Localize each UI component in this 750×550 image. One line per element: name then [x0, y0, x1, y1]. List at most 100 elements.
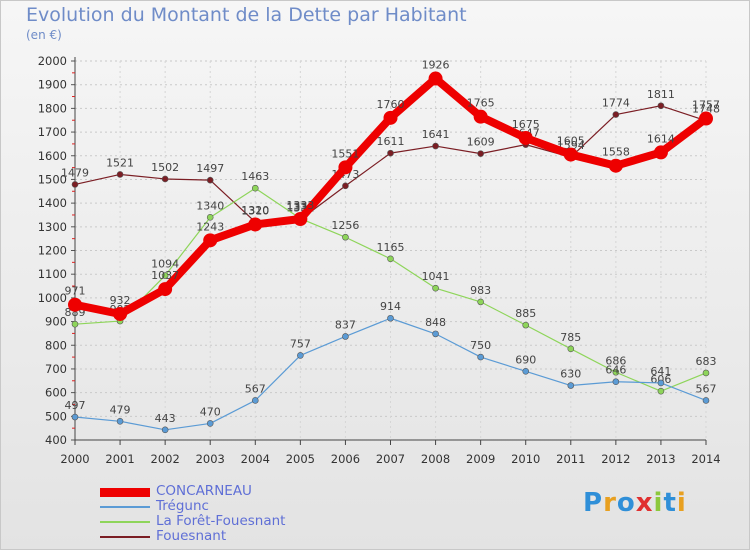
data-label-tregunc: 443 [155, 412, 176, 425]
data-label-tregunc: 837 [335, 318, 356, 331]
logo-letter: P [583, 488, 604, 518]
data-label-tregunc: 479 [110, 403, 131, 416]
data-point-tregunc [657, 379, 665, 387]
legend-label-fouesnant: Fouesnant [156, 528, 227, 544]
data-point-concarneau [293, 211, 308, 226]
data-point-concarneau [473, 109, 488, 124]
logo-letter: i [676, 488, 687, 518]
data-point-fouesnant [612, 111, 620, 118]
logo-letter: t [663, 488, 677, 518]
legend-label-la-foret-fouesnant: La Forêt-Fouesnant [156, 513, 286, 529]
data-point-la-foret-fouesnant [657, 387, 665, 395]
data-point-concarneau [203, 233, 218, 248]
data-label-la-foret-fouesnant: 1094 [151, 258, 179, 271]
data-point-concarneau [563, 147, 578, 162]
data-point-concarneau [653, 145, 668, 160]
data-label-fouesnant: 1609 [467, 136, 495, 149]
legend-swatch-la-foret-fouesnant [100, 521, 150, 523]
data-point-la-foret-fouesnant [567, 345, 575, 353]
y-tick-label: 500 [45, 409, 67, 423]
data-point-tregunc [206, 420, 214, 427]
data-point-concarneau [158, 282, 173, 297]
chart-title: Evolution du Montant de la Dette par Hab… [26, 4, 467, 26]
data-point-tregunc [71, 413, 79, 421]
data-point-la-foret-fouesnant [342, 233, 349, 241]
y-tick-label: 800 [45, 338, 67, 352]
data-label-fouesnant: 1502 [151, 161, 179, 174]
data-point-concarneau [428, 71, 443, 86]
data-point-tregunc [161, 426, 169, 434]
x-tick-label: 2008 [421, 452, 450, 466]
data-label-tregunc: 630 [560, 368, 581, 381]
x-tick-label: 2001 [105, 452, 134, 466]
data-label-concarneau: 1558 [602, 146, 630, 159]
data-label-fouesnant: 1521 [106, 156, 134, 169]
y-tick-label: 1000 [38, 291, 67, 305]
data-label-la-foret-fouesnant: 1340 [196, 199, 224, 212]
data-point-la-foret-fouesnant [206, 214, 214, 221]
y-tick-label: 1500 [38, 172, 67, 186]
data-point-tregunc [251, 397, 259, 404]
data-point-tregunc [342, 333, 349, 340]
x-tick-label: 2004 [241, 452, 270, 466]
x-tick-label: 2002 [151, 452, 180, 466]
y-tick-label: 2000 [38, 54, 67, 68]
data-point-concarneau [68, 297, 82, 312]
data-point-fouesnant [206, 176, 214, 184]
data-label-concarneau: 1675 [512, 118, 540, 131]
data-point-la-foret-fouesnant [477, 298, 484, 306]
data-point-tregunc [567, 382, 575, 389]
data-label-fouesnant: 1774 [602, 97, 630, 110]
data-point-fouesnant [71, 181, 79, 188]
x-tick-label: 2005 [286, 452, 315, 466]
data-label-fouesnant: 1497 [196, 162, 224, 175]
chart-subtitle: (en €) [26, 28, 62, 42]
y-tick-label: 1800 [38, 101, 67, 115]
data-label-concarneau: 1243 [196, 220, 224, 233]
logo-letter: o [616, 488, 636, 518]
legend: CONCARNEAU Trégunc La Forêt-Fouesnant Fo… [100, 484, 360, 544]
logo-letter: i [653, 488, 664, 518]
y-tick-label: 400 [45, 433, 67, 447]
x-tick-label: 2013 [646, 452, 675, 466]
y-tick-label: 1200 [38, 244, 67, 258]
legend-swatch-concarneau [100, 487, 150, 497]
data-point-tregunc [116, 417, 124, 425]
x-tick-label: 2010 [511, 452, 540, 466]
data-label-la-foret-fouesnant: 785 [560, 331, 581, 344]
data-label-fouesnant: 1641 [422, 128, 450, 141]
data-label-tregunc: 567 [696, 382, 717, 395]
legend-item-la-foret-fouesnant: La Forêt-Fouesnant [100, 514, 360, 529]
data-label-fouesnant: 1811 [647, 88, 675, 101]
legend-item-tregunc: Trégunc [100, 499, 360, 514]
legend-label-concarneau: CONCARNEAU [156, 483, 252, 499]
x-tick-label: 2003 [196, 452, 225, 466]
data-point-la-foret-fouesnant [702, 369, 710, 377]
x-tick-label: 2011 [556, 452, 585, 466]
data-label-concarneau: 971 [65, 285, 86, 298]
x-tick-label: 2014 [691, 452, 720, 466]
data-label-concarneau: 1310 [241, 204, 269, 217]
y-tick-label: 1400 [38, 196, 67, 210]
y-tick-label: 700 [45, 362, 67, 376]
data-point-la-foret-fouesnant [387, 255, 394, 263]
data-point-concarneau [113, 306, 128, 321]
data-label-tregunc: 690 [515, 353, 536, 366]
data-point-concarneau [699, 111, 713, 126]
legend-item-fouesnant: Fouesnant [100, 529, 360, 544]
data-point-la-foret-fouesnant [612, 368, 620, 376]
data-label-tregunc: 848 [425, 316, 446, 329]
data-point-fouesnant [116, 171, 124, 178]
data-label-concarneau: 1551 [331, 147, 359, 160]
y-tick-label: 1900 [38, 78, 67, 92]
data-label-concarneau: 932 [110, 294, 131, 307]
x-tick-label: 2009 [466, 452, 495, 466]
data-point-tregunc [297, 352, 304, 359]
legend-label-tregunc: Trégunc [156, 498, 209, 514]
data-label-tregunc: 750 [470, 339, 491, 352]
data-point-la-foret-fouesnant [522, 321, 530, 329]
data-label-tregunc: 914 [380, 300, 401, 313]
data-point-la-foret-fouesnant [432, 284, 439, 292]
data-point-tregunc [612, 378, 620, 386]
